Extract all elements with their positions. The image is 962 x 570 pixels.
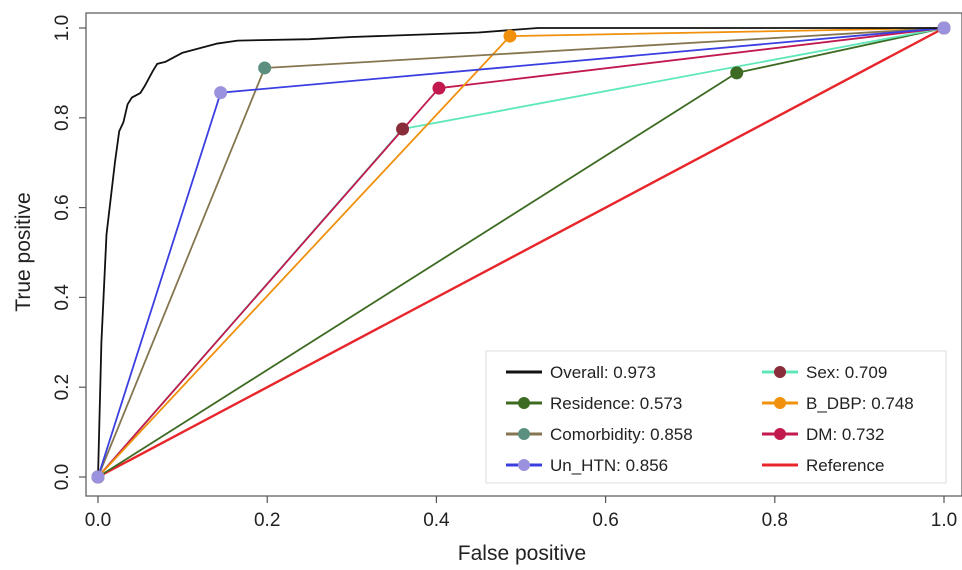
x-axis-title: False positive (458, 542, 586, 565)
marker-b_dbp-1 (503, 29, 517, 43)
marker-residence-1 (730, 66, 744, 80)
marker-un_htn-0 (91, 470, 105, 484)
x-tick-label: 0.0 (85, 510, 111, 531)
legend-box (485, 350, 947, 484)
x-tick-label: 1.0 (931, 510, 957, 531)
legend-swatch-marker-un_htn (518, 459, 530, 471)
marker-layer (91, 21, 951, 484)
legend-label-comorbidity: Comorbidity: 0.858 (550, 425, 693, 444)
legend-swatch-marker-dm (774, 428, 786, 440)
marker-un_htn-2 (937, 21, 951, 35)
series-line-reference (97, 26, 945, 479)
marker-sex-1 (396, 122, 410, 136)
y-tick-label: 0.6 (52, 194, 73, 220)
y-tick-label: 0.8 (52, 105, 73, 131)
legend-swatch-marker-residence (518, 397, 530, 409)
y-tick-label: 0.0 (52, 464, 73, 490)
y-tick-label: 1.0 (52, 15, 73, 41)
x-tick-label: 0.8 (762, 510, 788, 531)
y-axis-title: True positive (12, 192, 35, 311)
legend-label-b_dbp: B_DBP: 0.748 (806, 394, 914, 413)
legend-swatch-marker-b_dbp (774, 397, 786, 409)
legend-label-residence: Residence: 0.573 (550, 394, 682, 413)
legend-label-dm: DM: 0.732 (806, 425, 884, 444)
x-tick-label: 0.4 (423, 510, 450, 531)
x-tick-label: 0.2 (254, 510, 280, 531)
legend-label-overall: Overall: 0.973 (550, 363, 656, 382)
y-tick-label: 0.2 (52, 374, 73, 400)
x-tick-label: 0.6 (592, 510, 618, 531)
series-line-overall (97, 27, 944, 478)
marker-comorbidity-1 (258, 61, 272, 75)
legend: Overall: 0.973 Residence: 0.573 Comorbidit… (485, 350, 947, 484)
legend-label-sex: Sex: 0.709 (806, 363, 887, 382)
marker-un_htn-1 (214, 86, 228, 100)
y-tick-label: 0.4 (52, 284, 73, 311)
legend-label-reference: Reference (806, 456, 884, 475)
legend-swatch-marker-comorbidity (518, 428, 530, 440)
axes-layer: 0.0 0.2 0.4 0.6 0.8 1.0 0.0 0.2 0.4 0.6 0.8 1.0 (52, 15, 957, 531)
marker-dm-1 (432, 81, 446, 95)
legend-swatch-marker-sex (774, 366, 786, 378)
legend-label-un_htn: Un_HTN: 0.856 (550, 456, 668, 475)
